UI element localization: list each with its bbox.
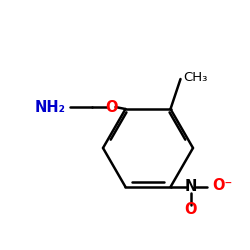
- Text: NH₂: NH₂: [34, 100, 66, 114]
- Text: O: O: [184, 202, 197, 218]
- Text: CH₃: CH₃: [184, 70, 208, 84]
- Text: N: N: [184, 180, 197, 194]
- Text: O⁻: O⁻: [212, 178, 233, 194]
- Text: O: O: [105, 100, 118, 114]
